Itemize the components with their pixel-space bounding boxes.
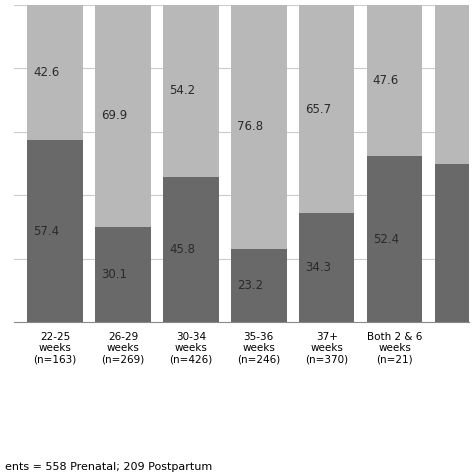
- Bar: [299, 213, 355, 322]
- Text: 30.1: 30.1: [101, 268, 127, 281]
- Text: 47.6: 47.6: [373, 74, 399, 87]
- Bar: [435, 5, 474, 164]
- Text: 23.2: 23.2: [237, 279, 263, 292]
- Text: ents = 558 Prenatal; 209 Postpartum: ents = 558 Prenatal; 209 Postpartum: [5, 462, 212, 472]
- Text: 69.9: 69.9: [101, 109, 128, 122]
- Text: 76.8: 76.8: [237, 120, 263, 133]
- Text: 52.4: 52.4: [373, 233, 399, 246]
- Bar: [299, 5, 355, 213]
- Bar: [367, 5, 422, 156]
- Bar: [27, 140, 83, 322]
- Text: 45.8: 45.8: [169, 243, 195, 256]
- Bar: [435, 164, 474, 322]
- Bar: [163, 177, 219, 322]
- Bar: [95, 5, 151, 227]
- Bar: [27, 5, 83, 140]
- Text: 54.2: 54.2: [169, 84, 195, 97]
- Text: 65.7: 65.7: [305, 102, 331, 116]
- Bar: [95, 227, 151, 322]
- Bar: [231, 249, 287, 322]
- Bar: [163, 5, 219, 177]
- Bar: [231, 5, 287, 249]
- Bar: [367, 156, 422, 322]
- Text: 57.4: 57.4: [33, 225, 59, 237]
- Text: 42.6: 42.6: [33, 66, 59, 79]
- Text: 34.3: 34.3: [305, 261, 331, 274]
